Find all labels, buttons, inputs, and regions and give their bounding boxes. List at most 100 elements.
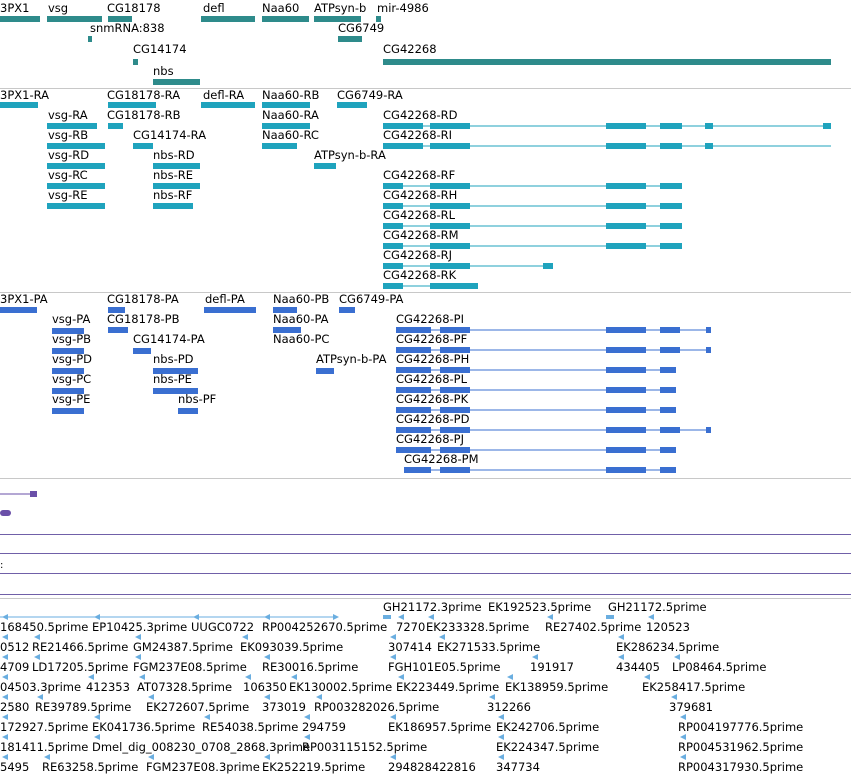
gene-feature[interactable]	[383, 59, 831, 65]
transcript-feature[interactable]	[201, 102, 255, 108]
gene-label[interactable]: mir-4986	[377, 1, 429, 15]
exon[interactable]	[430, 183, 470, 189]
exon[interactable]	[430, 283, 478, 289]
exon[interactable]	[383, 243, 403, 249]
exon[interactable]	[823, 123, 831, 129]
est-label[interactable]: EK093039.5prime	[240, 640, 344, 654]
transcript-feature[interactable]	[0, 102, 38, 108]
gene-label[interactable]: defl	[203, 1, 225, 15]
protein-label[interactable]: CG42268-PD	[396, 412, 470, 426]
exon[interactable]	[430, 243, 470, 249]
protein-feature[interactable]	[273, 327, 301, 333]
est-label[interactable]: 5495	[0, 760, 30, 774]
transcript-label[interactable]: Naa60-RB	[262, 88, 320, 102]
transcript-label[interactable]: CG42268-RJ	[383, 248, 453, 262]
est-label[interactable]: 106350	[243, 680, 287, 694]
gene-label[interactable]: ATPsyn-b	[314, 1, 367, 15]
est-feature[interactable]	[383, 615, 391, 619]
gene-label[interactable]: Naa60	[262, 1, 300, 15]
cds[interactable]	[606, 427, 646, 433]
transcript-feature[interactable]	[47, 123, 97, 129]
transcript-label[interactable]: nbs-RF	[153, 188, 193, 202]
exon[interactable]	[660, 203, 682, 209]
transcript-label[interactable]: 3PX1-RA	[0, 88, 49, 102]
gene-feature[interactable]	[201, 16, 255, 22]
transcript-feature[interactable]	[337, 102, 367, 108]
est-label[interactable]: 412353	[86, 680, 130, 694]
transcript-label[interactable]: CG18178-RB	[107, 108, 181, 122]
cds[interactable]	[660, 387, 676, 393]
transcript-feature[interactable]	[262, 123, 310, 129]
est-label[interactable]: 04503.3prime	[0, 680, 82, 694]
est-label[interactable]: EK233328.5prime	[426, 620, 530, 634]
transcript-label[interactable]: CG42268-RD	[383, 108, 458, 122]
protein-label[interactable]: Naa60-PC	[273, 332, 330, 346]
transcript-feature[interactable]	[314, 163, 336, 169]
est-label[interactable]: RE39789.5prime	[35, 700, 132, 714]
protein-label[interactable]: CG6749-PA	[339, 292, 404, 306]
est-label[interactable]: LD17205.5prime	[32, 660, 129, 674]
cds[interactable]	[440, 347, 470, 353]
protein-label[interactable]: CG18178-PB	[107, 312, 180, 326]
transcript-feature[interactable]	[47, 143, 105, 149]
exon[interactable]	[383, 183, 403, 189]
exon[interactable]	[705, 143, 713, 149]
cds[interactable]	[396, 407, 431, 413]
protein-feature[interactable]	[52, 408, 84, 414]
protein-label[interactable]: Naa60-PA	[273, 312, 329, 326]
cds[interactable]	[706, 347, 711, 353]
protein-label[interactable]: CG42268-PH	[396, 352, 470, 366]
gene-feature[interactable]	[314, 16, 361, 22]
est-label[interactable]: 294759	[302, 720, 346, 734]
transcript-label[interactable]: defl-RA	[203, 88, 245, 102]
est-label[interactable]: 379681	[669, 700, 713, 714]
transcript-label[interactable]: CG42268-RF	[383, 168, 456, 182]
cds[interactable]	[660, 467, 676, 473]
exon[interactable]	[430, 203, 470, 209]
cds[interactable]	[440, 427, 470, 433]
protein-label[interactable]: CG42268-PI	[396, 312, 465, 326]
est-label[interactable]: EK186957.5prime	[388, 720, 492, 734]
transcript-label[interactable]: CG14174-RA	[133, 128, 207, 142]
transcript-label[interactable]: vsg-RA	[48, 108, 88, 122]
protein-feature[interactable]	[133, 348, 151, 354]
transcript-label[interactable]: CG42268-RH	[383, 188, 458, 202]
est-label[interactable]: UUGC0722	[191, 620, 255, 634]
est-label[interactable]: 181411.5prime	[0, 740, 89, 754]
cds[interactable]	[606, 447, 646, 453]
protein-label[interactable]: nbs-PF	[178, 392, 217, 406]
protein-label[interactable]: nbs-PD	[153, 352, 194, 366]
exon[interactable]	[606, 223, 646, 229]
transcript-label[interactable]: CG42268-RK	[383, 268, 457, 282]
transcript-feature[interactable]	[47, 163, 105, 169]
est-label[interactable]: 294828422816	[388, 760, 476, 774]
est-label[interactable]: FGM237E08.5prime	[133, 660, 247, 674]
transcript-feature[interactable]	[133, 143, 153, 149]
protein-feature[interactable]	[108, 327, 128, 333]
exon[interactable]	[383, 143, 423, 149]
exon[interactable]	[430, 143, 470, 149]
cds[interactable]	[660, 407, 676, 413]
protein-label[interactable]: CG42268-PK	[396, 392, 469, 406]
exon[interactable]	[606, 203, 646, 209]
gene-label[interactable]: CG6749	[338, 21, 385, 35]
transcript-label[interactable]: CG42268-RI	[383, 128, 453, 142]
est-label[interactable]: RP003115152.5prime	[302, 740, 428, 754]
protein-feature[interactable]	[204, 307, 256, 313]
gene-label[interactable]: snmRNA:838	[90, 21, 165, 35]
est-label[interactable]: EK041736.5prime	[92, 720, 196, 734]
protein-label[interactable]: 3PX1-PA	[0, 292, 48, 306]
est-label[interactable]: 312266	[487, 700, 531, 714]
purple-feature[interactable]	[0, 510, 11, 516]
exon[interactable]	[660, 123, 682, 129]
cds[interactable]	[440, 367, 470, 373]
protein-label[interactable]: CG42268-PF	[396, 332, 468, 346]
est-label[interactable]: RP004317930.5prime	[678, 760, 804, 774]
protein-feature[interactable]	[52, 328, 84, 334]
exon[interactable]	[705, 123, 713, 129]
est-label[interactable]: 172927.5prime	[0, 720, 89, 734]
transcript-label[interactable]: CG42268-RL	[383, 208, 456, 222]
est-label[interactable]: FGH101E05.5prime	[388, 660, 501, 674]
protein-label[interactable]: CG14174-PA	[133, 332, 205, 346]
est-label[interactable]: Dmel_dig_008230_0708_2868.3prime	[92, 740, 311, 754]
